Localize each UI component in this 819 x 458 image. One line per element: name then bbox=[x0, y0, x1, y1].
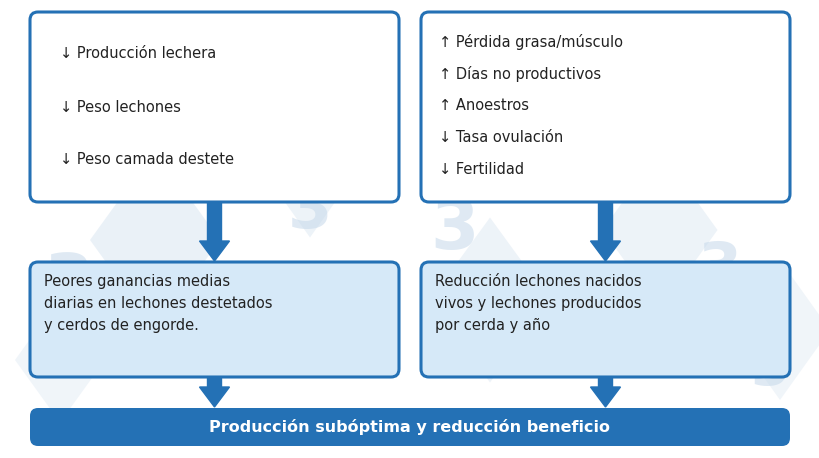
Polygon shape bbox=[429, 218, 550, 382]
Polygon shape bbox=[255, 82, 364, 238]
Text: 3: 3 bbox=[566, 297, 613, 363]
FancyBboxPatch shape bbox=[420, 12, 789, 202]
Polygon shape bbox=[15, 298, 105, 422]
Polygon shape bbox=[729, 260, 819, 400]
Text: ↓ Tasa ovulación: ↓ Tasa ovulación bbox=[438, 130, 563, 145]
FancyBboxPatch shape bbox=[30, 262, 399, 377]
Text: Peores ganancias medias
diarias en lechones destetados
y cerdos de engorde.: Peores ganancias medias diarias en lecho… bbox=[44, 274, 272, 333]
Text: 3: 3 bbox=[749, 343, 789, 397]
FancyArrow shape bbox=[590, 378, 620, 407]
Text: ↑ Días no productivos: ↑ Días no productivos bbox=[438, 66, 600, 82]
Text: 3: 3 bbox=[430, 196, 478, 263]
Text: ↑ Anoestros: ↑ Anoestros bbox=[438, 98, 528, 113]
Polygon shape bbox=[90, 150, 219, 330]
FancyArrow shape bbox=[199, 378, 229, 407]
FancyArrow shape bbox=[199, 203, 229, 261]
Text: ↓ Producción lechera: ↓ Producción lechera bbox=[60, 47, 216, 61]
Text: ↓ Peso lechones: ↓ Peso lechones bbox=[60, 99, 181, 114]
Text: ↓ Peso camada destete: ↓ Peso camada destete bbox=[60, 153, 233, 168]
Text: 3: 3 bbox=[43, 251, 93, 320]
FancyBboxPatch shape bbox=[30, 12, 399, 202]
FancyBboxPatch shape bbox=[30, 408, 789, 446]
FancyBboxPatch shape bbox=[420, 262, 789, 377]
Polygon shape bbox=[602, 150, 717, 310]
Text: ↓ Fertilidad: ↓ Fertilidad bbox=[438, 162, 523, 177]
Text: 3: 3 bbox=[174, 311, 216, 370]
Text: Reducción lechones nacidos
vivos y lechones producidos
por cerda y año: Reducción lechones nacidos vivos y lecho… bbox=[434, 274, 640, 333]
Text: 3: 3 bbox=[287, 179, 332, 241]
Text: ↑ Pérdida grasa/músculo: ↑ Pérdida grasa/músculo bbox=[438, 34, 622, 50]
Text: 3: 3 bbox=[697, 239, 741, 301]
FancyArrow shape bbox=[590, 203, 620, 261]
Text: Producción subóptima y reducción beneficio: Producción subóptima y reducción benefic… bbox=[209, 419, 610, 435]
